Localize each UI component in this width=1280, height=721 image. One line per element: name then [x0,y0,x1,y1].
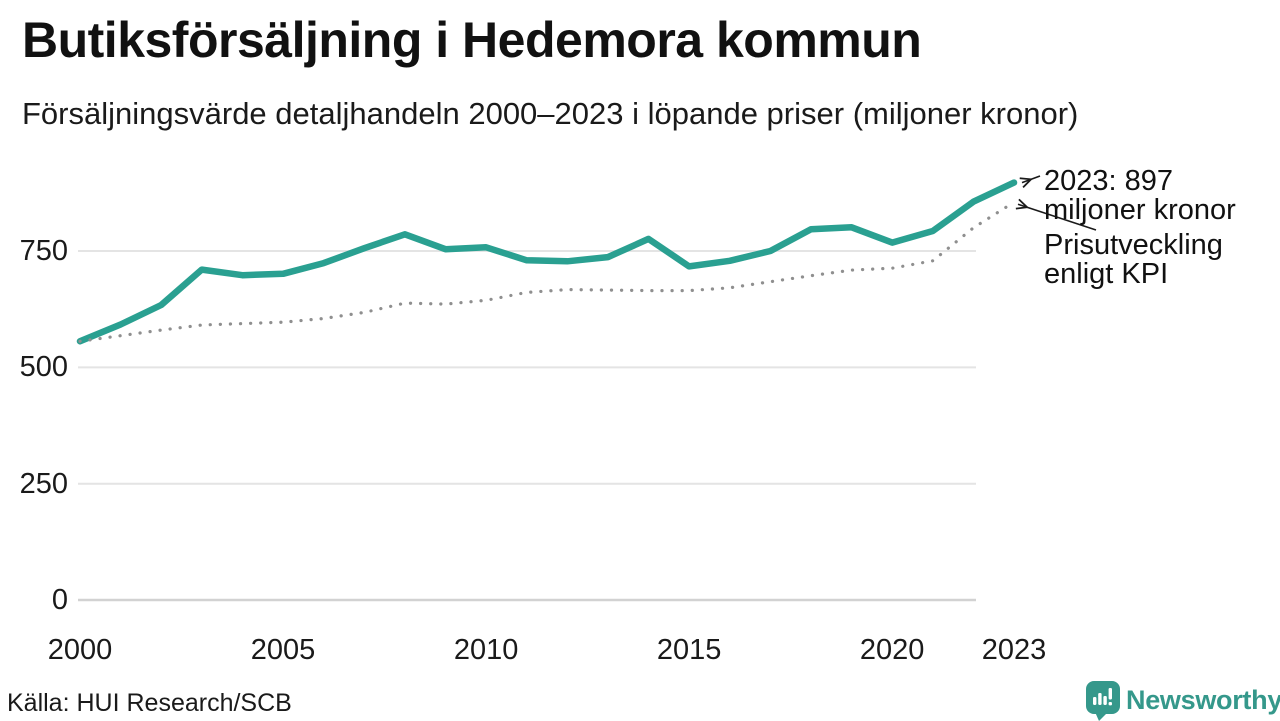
series-sales [76,179,1018,345]
y-tick-0: 0 [51,584,68,616]
y-tick-250: 250 [19,467,68,500]
annotation-arrow-kpi [1018,204,1097,231]
x-tick-2023: 2023 [981,634,1047,666]
x-tick-2020: 2020 [859,634,925,666]
y-tick-750: 750 [19,235,68,268]
y-axis-tick-labels: 0 250 500 750 [0,0,68,720]
annotation-kpi-label-line2: enligt KPI [1044,258,1169,290]
newsworthy-logo-icon [1086,681,1120,721]
annotation-arrow-sales [1022,175,1041,183]
y-tick-500: 500 [19,351,68,384]
x-axis-tick-labels: 2000 2005 2010 2015 2020 2023 [0,633,1280,673]
page-title: Butiksförsäljning i Hedemora kommun [22,12,922,68]
annotation-kpi-label-line1: Prisutveckling [1044,229,1223,261]
annotation-latest-value: 2023: 897 miljoner kronor [1044,167,1236,225]
x-tick-2010: 2010 [453,634,519,666]
newsworthy-logo-text: Newsworthy [1126,685,1280,715]
annotation-kpi-label: Prisutveckling enligt KPI [1044,231,1223,289]
x-tick-2005: 2005 [250,634,316,666]
page-subtitle: Försäljningsvärde detaljhandeln 2000–202… [22,96,1079,131]
x-tick-2015: 2015 [656,634,722,666]
annotation-latest-value-line2: miljoner kronor [1044,194,1236,226]
x-tick-2000: 2000 [47,634,113,666]
source-note: Källa: HUI Research/SCB [7,689,292,717]
annotation-latest-value-line1: 2023: 897 [1044,165,1174,197]
newsworthy-logo: Newsworthy [1086,681,1280,721]
